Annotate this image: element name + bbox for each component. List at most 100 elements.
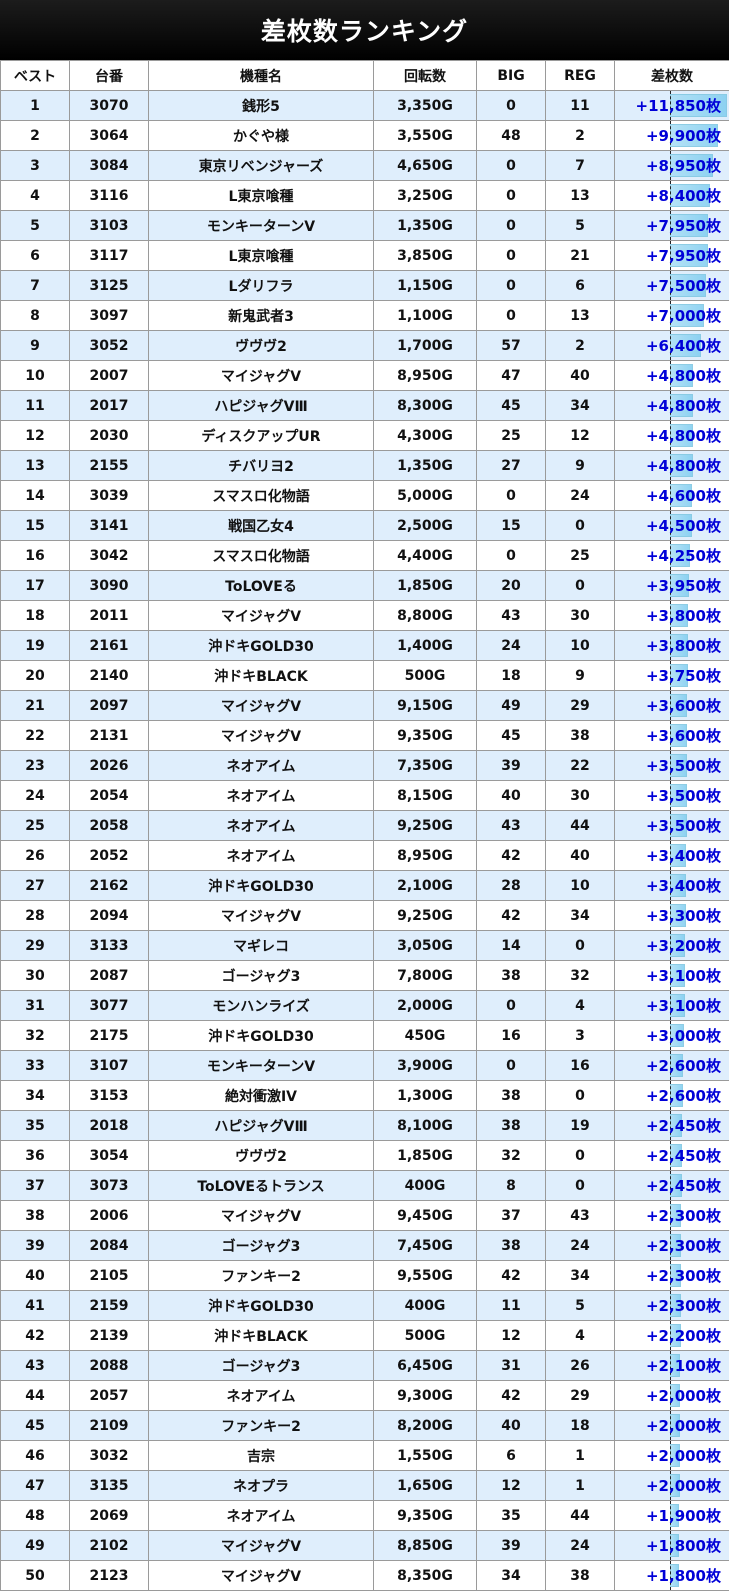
header-rank: ベスト <box>0 60 70 91</box>
model-name-cell: ゴージャグ3 <box>148 960 374 991</box>
big-cell: 18 <box>476 660 546 691</box>
bar-axis <box>670 1531 671 1560</box>
model-name-cell: ディスクアップUR <box>148 420 374 451</box>
reg-cell: 0 <box>545 930 615 961</box>
spins-cell: 1,650G <box>373 1470 477 1501</box>
difference-cell: +4,600枚 <box>614 480 729 511</box>
difference-value: +2,300枚 <box>645 1237 721 1255</box>
spins-cell: 8,300G <box>373 390 477 421</box>
machine-number-cell: 2088 <box>69 1350 149 1381</box>
big-cell: 0 <box>476 270 546 301</box>
difference-cell: +2,450枚 <box>614 1110 729 1141</box>
machine-number-cell: 3116 <box>69 180 149 211</box>
rank-cell: 23 <box>0 750 70 781</box>
big-cell: 42 <box>476 900 546 931</box>
big-cell: 0 <box>476 210 546 241</box>
table-row: 33 3107 モンキーターンV 3,900G 0 16 +2,600枚 <box>0 1050 729 1081</box>
rank-cell: 37 <box>0 1170 70 1201</box>
machine-number-cell: 2011 <box>69 600 149 631</box>
model-name-cell: マイジャグV <box>148 720 374 751</box>
difference-cell: +2,450枚 <box>614 1140 729 1171</box>
model-name-cell: マイジャグV <box>148 1560 374 1591</box>
difference-value: +4,800枚 <box>645 397 721 415</box>
reg-cell: 2 <box>545 330 615 361</box>
rank-cell: 43 <box>0 1350 70 1381</box>
difference-value: +2,000枚 <box>645 1387 721 1405</box>
model-name-cell: ヴヴヴ2 <box>148 1140 374 1171</box>
table-row: 19 2161 沖ドキGOLD30 1,400G 24 10 +3,800枚 <box>0 630 729 661</box>
difference-value: +3,600枚 <box>645 727 721 745</box>
table-row: 36 3054 ヴヴヴ2 1,850G 32 0 +2,450枚 <box>0 1140 729 1171</box>
bar-axis <box>670 241 671 270</box>
spins-cell: 1,150G <box>373 270 477 301</box>
machine-number-cell: 3103 <box>69 210 149 241</box>
difference-value: +1,800枚 <box>645 1537 721 1555</box>
difference-value: +2,450枚 <box>645 1117 721 1135</box>
table-row: 18 2011 マイジャグV 8,800G 43 30 +3,800枚 <box>0 600 729 631</box>
big-cell: 40 <box>476 780 546 811</box>
rank-cell: 46 <box>0 1440 70 1471</box>
rank-cell: 26 <box>0 840 70 871</box>
rank-cell: 28 <box>0 900 70 931</box>
difference-cell: +8,950枚 <box>614 150 729 181</box>
model-name-cell: マイジャグV <box>148 690 374 721</box>
table-row: 5 3103 モンキーターンV 1,350G 0 5 +7,950枚 <box>0 210 729 241</box>
machine-number-cell: 3125 <box>69 270 149 301</box>
difference-value: +2,300枚 <box>645 1267 721 1285</box>
difference-value: +3,600枚 <box>645 697 721 715</box>
spins-cell: 9,350G <box>373 720 477 751</box>
bar-axis <box>670 301 671 330</box>
spins-cell: 9,150G <box>373 690 477 721</box>
rank-cell: 19 <box>0 630 70 661</box>
table-row: 8 3097 新鬼武者3 1,100G 0 13 +7,000枚 <box>0 300 729 331</box>
machine-number-cell: 3135 <box>69 1470 149 1501</box>
spins-cell: 1,350G <box>373 450 477 481</box>
bar-axis <box>670 961 671 990</box>
machine-number-cell: 3054 <box>69 1140 149 1171</box>
rank-cell: 49 <box>0 1530 70 1561</box>
model-name-cell: 沖ドキGOLD30 <box>148 1020 374 1051</box>
rank-cell: 34 <box>0 1080 70 1111</box>
bar-axis <box>670 991 671 1020</box>
bar-axis <box>670 331 671 360</box>
table-row: 15 3141 戦国乙女4 2,500G 15 0 +4,500枚 <box>0 510 729 541</box>
rank-cell: 1 <box>0 90 70 121</box>
bar-axis <box>670 91 671 120</box>
rank-cell: 44 <box>0 1380 70 1411</box>
big-cell: 37 <box>476 1200 546 1231</box>
difference-value: +7,500枚 <box>645 277 721 295</box>
model-name-cell: ネオアイム <box>148 780 374 811</box>
machine-number-cell: 3117 <box>69 240 149 271</box>
difference-cell: +3,500枚 <box>614 780 729 811</box>
model-name-cell: スマスロ化物語 <box>148 480 374 511</box>
model-name-cell: ToLOVEる <box>148 570 374 601</box>
big-cell: 31 <box>476 1350 546 1381</box>
difference-cell: +7,950枚 <box>614 210 729 241</box>
bar-axis <box>670 1141 671 1170</box>
big-cell: 34 <box>476 1560 546 1591</box>
model-name-cell: ネオアイム <box>148 840 374 871</box>
machine-number-cell: 2017 <box>69 390 149 421</box>
bar-axis <box>670 1201 671 1230</box>
rank-cell: 50 <box>0 1560 70 1591</box>
spins-cell: 400G <box>373 1290 477 1321</box>
rank-cell: 25 <box>0 810 70 841</box>
rank-cell: 32 <box>0 1020 70 1051</box>
table-row: 31 3077 モンハンライズ 2,000G 0 4 +3,100枚 <box>0 990 729 1021</box>
big-cell: 0 <box>476 180 546 211</box>
bar-axis <box>670 1381 671 1410</box>
table-row: 14 3039 スマスロ化物語 5,000G 0 24 +4,600枚 <box>0 480 729 511</box>
bar-axis <box>670 421 671 450</box>
difference-cell: +2,600枚 <box>614 1050 729 1081</box>
rank-cell: 24 <box>0 780 70 811</box>
rank-cell: 13 <box>0 450 70 481</box>
rank-cell: 27 <box>0 870 70 901</box>
header-machine-number: 台番 <box>69 60 149 91</box>
difference-cell: +3,000枚 <box>614 1020 729 1051</box>
difference-value: +11,850枚 <box>635 97 721 115</box>
reg-cell: 4 <box>545 990 615 1021</box>
reg-cell: 0 <box>545 1170 615 1201</box>
table-row: 4 3116 L東京喰種 3,250G 0 13 +8,400枚 <box>0 180 729 211</box>
difference-value: +4,800枚 <box>645 457 721 475</box>
reg-cell: 0 <box>545 1080 615 1111</box>
